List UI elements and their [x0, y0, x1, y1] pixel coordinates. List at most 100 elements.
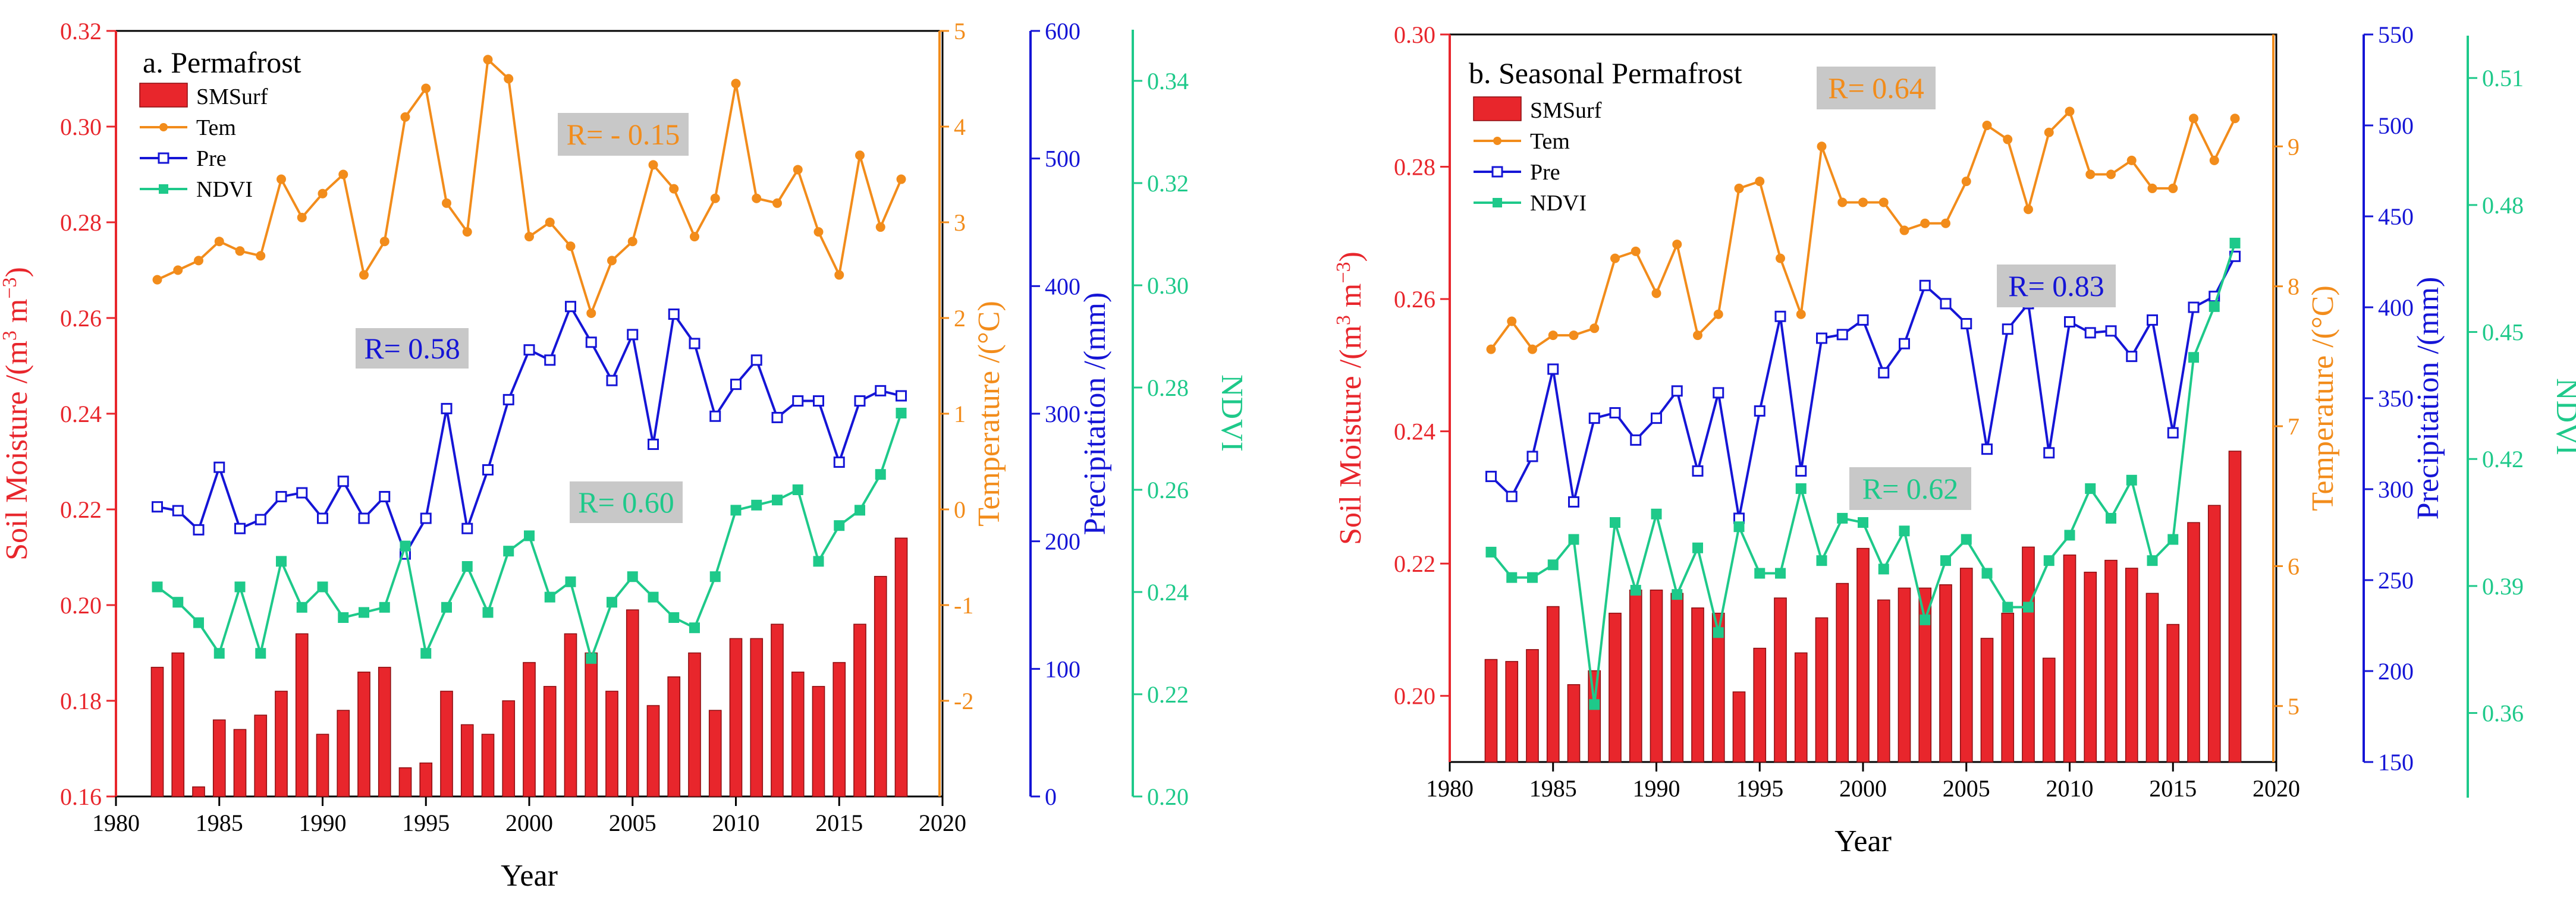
tem-point: [2230, 114, 2240, 124]
sm-axis-label: Soil Moisture /(m3 m−3): [0, 267, 34, 561]
pre-point: [544, 354, 556, 366]
smsurf-bar: [1732, 691, 1746, 763]
ndvi-point: [709, 571, 721, 582]
ndvi-tick-label: 0.26: [1147, 477, 1189, 503]
ndvi-point: [1981, 568, 1993, 579]
ndvi-point: [1506, 572, 1518, 583]
pre-point: [1981, 443, 1993, 455]
smsurf-bar: [1609, 612, 1622, 763]
pre-point: [2147, 314, 2158, 326]
pre-point: [420, 512, 432, 524]
sm-axis-label-part: Soil Moisture /(m: [1334, 325, 1368, 545]
ndvi-point: [2229, 237, 2241, 248]
ndvi-tick-label: 0.45: [2482, 319, 2524, 346]
tem-tick-label: 6: [2288, 553, 2299, 580]
pre-tick-label: 300: [2378, 476, 2414, 503]
pre-point: [358, 512, 370, 524]
ndvi-axis-label: NDVI: [1215, 374, 1249, 452]
smsurf-bar: [2001, 612, 2015, 763]
ndvi-point: [896, 408, 907, 418]
pre-tick-label: 150: [2378, 749, 2414, 776]
ndvi-point: [1692, 542, 1703, 553]
ndvi-tick-label: 0.34: [1147, 68, 1189, 95]
ndvi-point: [2064, 530, 2075, 541]
tem-point: [1528, 344, 1537, 354]
sm-axis-label-part: m: [1334, 284, 1368, 315]
smsurf-bar: [1939, 584, 1952, 763]
smsurf-bar: [1774, 597, 1787, 763]
x-tick-label: 1990: [1633, 775, 1680, 802]
ndvi-point: [586, 653, 597, 664]
tem-tick-label: -2: [954, 688, 973, 714]
tem-point: [524, 232, 534, 242]
r-annotation-text: R= 0.83: [2008, 269, 2104, 303]
tem-tick-label: 5: [954, 18, 966, 45]
ndvi-tick-label: 0.28: [1147, 374, 1189, 401]
pre-point: [730, 379, 742, 391]
pre-point: [792, 395, 804, 407]
ndvi-point: [2167, 534, 2179, 545]
ndvi-point: [193, 617, 204, 628]
ndvi-point: [2209, 301, 2220, 312]
ndvi-point: [1568, 534, 1579, 545]
tem-point: [834, 270, 844, 280]
pre-point: [585, 336, 597, 348]
ndvi-point: [1630, 585, 1641, 596]
pre-tick-label: 200: [1045, 528, 1080, 555]
x-tick-label: 2000: [505, 810, 553, 836]
smsurf-bar: [1691, 607, 1704, 763]
pre-tick-label: 400: [1045, 273, 1080, 300]
x-tick-label: 2015: [815, 810, 863, 836]
pre-point: [1485, 471, 1497, 483]
smsurf-bar: [171, 652, 185, 797]
r-annotation-box: [558, 113, 689, 156]
ndvi-point: [503, 546, 514, 557]
r-annotation-text: R= 0.58: [364, 332, 460, 365]
pre-point: [255, 514, 266, 525]
smsurf-bar: [398, 767, 412, 797]
tem-point: [2085, 169, 2096, 180]
sm-tick-label: 0.22: [1394, 550, 1435, 577]
tem-point: [400, 112, 410, 122]
pre-point: [1836, 329, 1848, 341]
x-tick-label: 1980: [1426, 775, 1474, 802]
tem-tick-label: 4: [954, 114, 966, 140]
tem-tick-label: 2: [954, 305, 966, 332]
tem-point: [2065, 106, 2075, 116]
pre-point: [461, 522, 473, 534]
ndvi-point: [1940, 555, 1951, 566]
sm-tick-label: 0.24: [1394, 418, 1435, 445]
tem-tick-label: 1: [954, 401, 966, 427]
legend-marker-pre: [1491, 166, 1503, 178]
smsurf-bar: [1959, 568, 1973, 763]
smsurf-bar: [1877, 599, 1890, 763]
smsurf-bar: [771, 624, 784, 797]
r-annotation-text: R= 0.62: [1862, 472, 1959, 505]
smsurf-bar: [1836, 582, 1849, 763]
tem-point: [256, 251, 266, 261]
pre-point: [1506, 490, 1518, 502]
tem-point: [2189, 114, 2198, 124]
tem-point: [1858, 197, 1868, 207]
sm-tick-label: 0.30: [60, 114, 102, 140]
smsurf-bar: [750, 638, 764, 797]
ndvi-point: [792, 484, 803, 495]
pre-point: [1568, 496, 1579, 508]
smsurf-bar: [833, 662, 846, 797]
pre-point: [1919, 279, 1931, 291]
tem-point: [1734, 183, 1744, 193]
tem-point: [2126, 155, 2137, 165]
ndvi-point: [2023, 602, 2034, 613]
smsurf-bar: [729, 638, 743, 797]
legend: SMSurf Tem Pre NDVI: [139, 83, 268, 202]
smsurf-bar: [874, 575, 887, 797]
tem-point: [1817, 141, 1827, 152]
sm-axis-label: Soil Moisture /(m3 m−3): [1333, 251, 1368, 545]
ndvi-point: [338, 612, 349, 623]
x-tick-label: 1995: [402, 810, 450, 836]
pre-point: [648, 439, 659, 451]
ndvi-point: [234, 581, 246, 593]
tem-point: [2168, 183, 2178, 193]
tem-point: [152, 275, 162, 285]
